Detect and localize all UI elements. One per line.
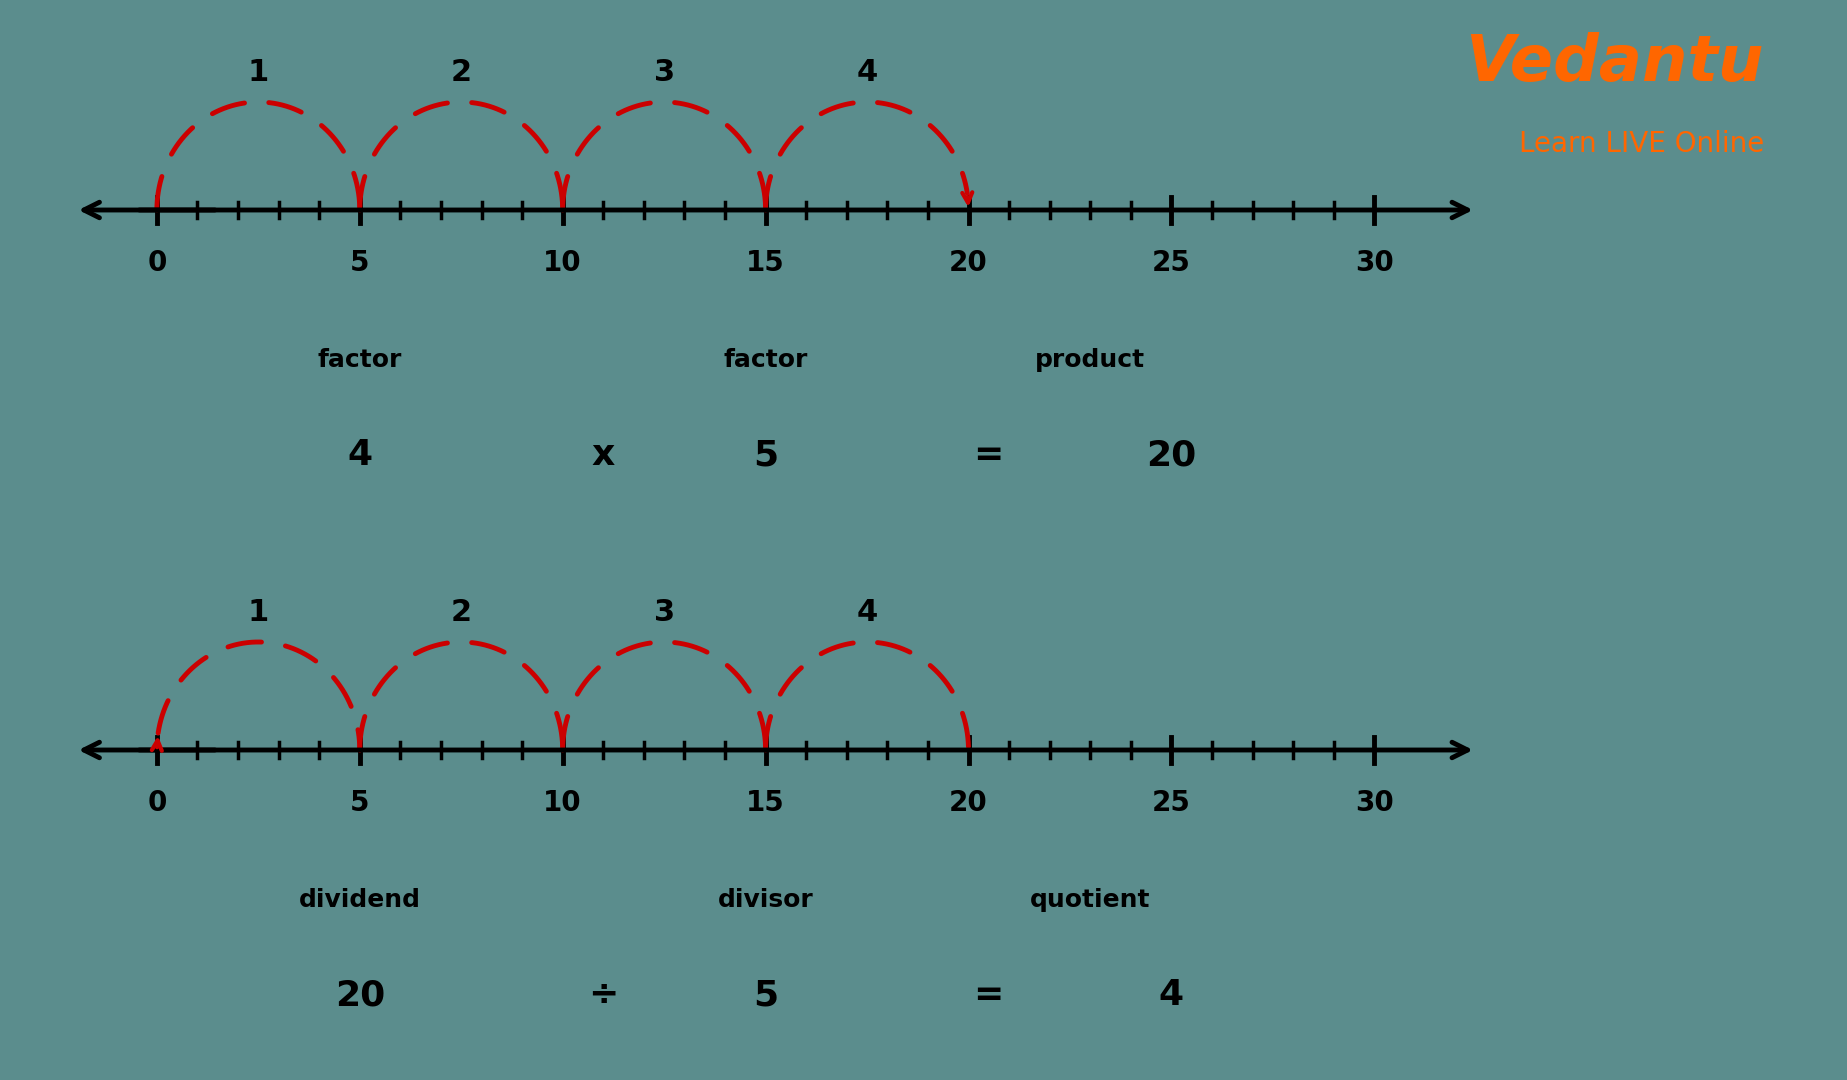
Text: 20: 20: [949, 249, 988, 276]
Text: divisor: divisor: [718, 888, 813, 912]
Text: 4: 4: [857, 598, 877, 627]
Text: 30: 30: [1356, 789, 1394, 816]
Text: 3: 3: [654, 58, 674, 87]
Text: 1: 1: [247, 598, 270, 627]
Text: 4: 4: [857, 58, 877, 87]
Text: dividend: dividend: [299, 888, 421, 912]
Text: quotient: quotient: [1031, 888, 1151, 912]
Text: 1: 1: [247, 58, 270, 87]
Text: Learn LIVE Online: Learn LIVE Online: [1518, 130, 1764, 158]
Text: 20: 20: [1147, 438, 1197, 472]
Text: =: =: [973, 978, 1005, 1012]
Text: 3: 3: [654, 598, 674, 627]
Text: 15: 15: [746, 789, 785, 816]
Text: 20: 20: [334, 978, 384, 1012]
Text: 5: 5: [754, 438, 778, 472]
Text: Vedantu: Vedantu: [1465, 32, 1764, 94]
Text: 2: 2: [451, 598, 471, 627]
Text: ÷: ÷: [587, 978, 619, 1012]
Text: 10: 10: [543, 789, 582, 816]
Text: 2: 2: [451, 58, 471, 87]
Text: 10: 10: [543, 249, 582, 276]
Text: product: product: [1034, 348, 1145, 372]
Text: 30: 30: [1356, 249, 1394, 276]
Text: 25: 25: [1153, 249, 1191, 276]
Text: factor: factor: [724, 348, 807, 372]
Text: factor: factor: [318, 348, 403, 372]
Text: 5: 5: [754, 978, 778, 1012]
Text: x: x: [591, 438, 615, 472]
Text: 25: 25: [1153, 789, 1191, 816]
Text: 5: 5: [351, 789, 369, 816]
Text: 4: 4: [1158, 978, 1184, 1012]
Text: 4: 4: [347, 438, 373, 472]
Text: 15: 15: [746, 249, 785, 276]
Text: 5: 5: [351, 249, 369, 276]
Text: 20: 20: [949, 789, 988, 816]
Text: =: =: [973, 438, 1005, 472]
Text: 0: 0: [148, 249, 166, 276]
Text: 0: 0: [148, 789, 166, 816]
